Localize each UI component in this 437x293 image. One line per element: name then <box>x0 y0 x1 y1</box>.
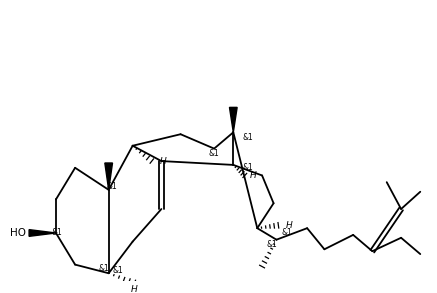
Text: &1: &1 <box>208 149 219 158</box>
Text: &1: &1 <box>112 266 123 275</box>
Text: &1: &1 <box>281 228 292 236</box>
Text: HO: HO <box>10 228 26 238</box>
Text: H: H <box>160 156 166 166</box>
Text: &1: &1 <box>243 133 253 142</box>
Text: H: H <box>286 221 293 230</box>
Text: H: H <box>250 171 257 180</box>
Text: &1: &1 <box>98 264 109 273</box>
Text: &1: &1 <box>267 240 277 249</box>
Polygon shape <box>229 107 237 132</box>
Text: &1: &1 <box>52 229 62 238</box>
Polygon shape <box>105 163 112 190</box>
Text: &1: &1 <box>107 183 117 191</box>
Text: &1: &1 <box>243 163 253 172</box>
Polygon shape <box>29 230 56 236</box>
Text: H: H <box>131 285 138 293</box>
